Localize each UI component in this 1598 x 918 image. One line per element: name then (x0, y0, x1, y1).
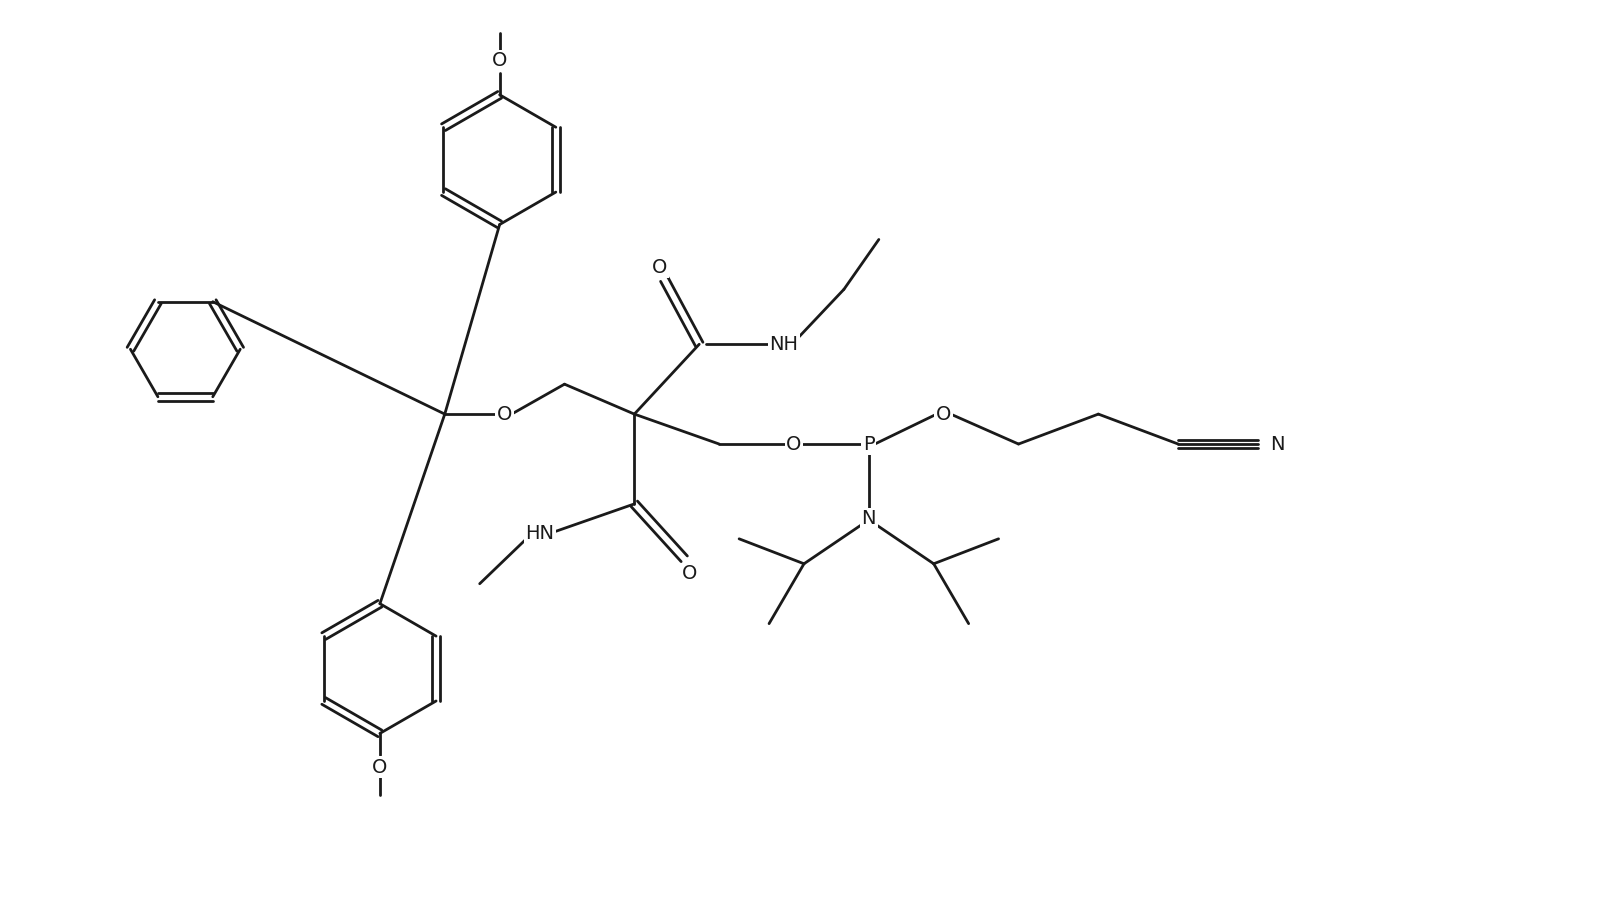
Text: N: N (861, 509, 876, 529)
Text: O: O (492, 51, 507, 71)
Text: P: P (863, 434, 874, 453)
Text: N: N (1270, 434, 1285, 453)
Text: O: O (682, 565, 697, 583)
Text: O: O (372, 758, 388, 777)
Text: O: O (497, 405, 513, 423)
Text: O: O (786, 434, 802, 453)
Text: O: O (652, 258, 666, 277)
Text: NH: NH (770, 335, 799, 353)
Text: HN: HN (526, 524, 555, 543)
Text: O: O (936, 405, 951, 423)
